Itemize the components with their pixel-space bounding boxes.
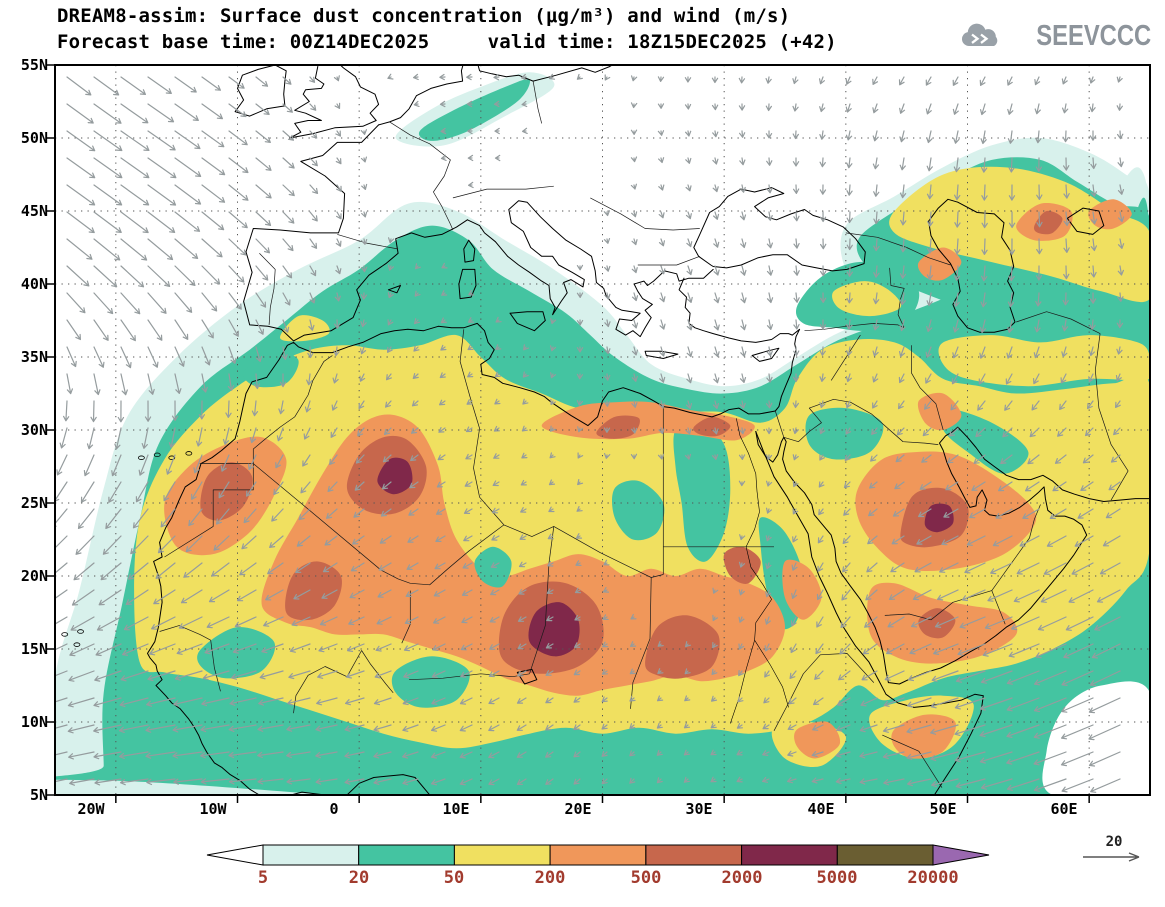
chart-subtitle: Forecast base time: 00Z14DEC2025 valid t… (57, 31, 837, 53)
cloud-icon (961, 23, 998, 47)
colorbar-segment (932, 844, 990, 866)
lat-tick-label: 55N (20, 56, 48, 74)
map-canvas (47, 64, 1151, 803)
colorbar-labels: 5 20 50 200 500 2000 5000 20000 (203, 868, 993, 890)
colorbar-segment (358, 844, 455, 866)
lat-tick-label: 5N (29, 786, 48, 804)
lon-tick-label: 10W (199, 800, 227, 818)
logo-text: SEEVCCC (1036, 20, 1151, 52)
dust-concentration-layer (55, 72, 1150, 795)
colorbar-tick-label: 20000 (907, 868, 959, 888)
lon-tick-label: 60E (1050, 800, 1078, 818)
lat-tick-label: 15N (20, 640, 48, 658)
lat-tick-label: 35N (20, 348, 48, 366)
colorbar-tick-label: 200 (534, 868, 566, 888)
colorbar-tick-label: 2000 (721, 868, 763, 888)
lon-tick-label: 0 (329, 800, 339, 818)
lat-tick-label: 25N (20, 494, 48, 512)
colorbar-segment (741, 844, 838, 866)
colorbar-segment (206, 844, 264, 866)
colorbar-segment (645, 844, 743, 866)
colorbar-tick-label: 20 (348, 868, 370, 888)
colorbar-tick-label: 5000 (816, 868, 858, 888)
map-area (47, 64, 1151, 803)
colorbar-segment (453, 844, 551, 866)
colorbar-tick-label: 500 (630, 868, 662, 888)
lon-tick-label: 30E (685, 800, 713, 818)
lat-tick-label: 30N (20, 421, 48, 439)
axis-ticks (47, 64, 1090, 803)
wind-reference: 20 (1068, 834, 1160, 866)
lat-tick-label: 50N (20, 129, 48, 147)
lon-tick-label: 50E (929, 800, 957, 818)
wind-reference-arrow (1083, 852, 1140, 862)
lon-tick-label: 10E (442, 800, 470, 818)
lon-tick-label: 40E (807, 800, 835, 818)
wind-reference-value: 20 (1105, 834, 1123, 850)
colorbar-tick-label: 50 (443, 868, 465, 888)
colorbar-segment (836, 844, 934, 866)
lat-tick-label: 40N (20, 275, 48, 293)
wind-vectors-layer (55, 73, 1125, 793)
chart-title: DREAM8-assim: Surface dust concentration… (57, 5, 791, 27)
colorbar-tick-label: 5 (257, 868, 269, 888)
lon-tick-label: 20W (77, 800, 105, 818)
colorbar-segment (262, 844, 360, 866)
colorbar-segment (549, 844, 647, 866)
colorbar (203, 844, 993, 866)
lat-tick-label: 10N (20, 713, 48, 731)
lon-tick-label: 20E (564, 800, 592, 818)
lat-tick-label: 45N (20, 202, 48, 220)
lat-tick-label: 20N (20, 567, 48, 585)
seevccc-logo: SEEVCCC (959, 20, 1151, 53)
